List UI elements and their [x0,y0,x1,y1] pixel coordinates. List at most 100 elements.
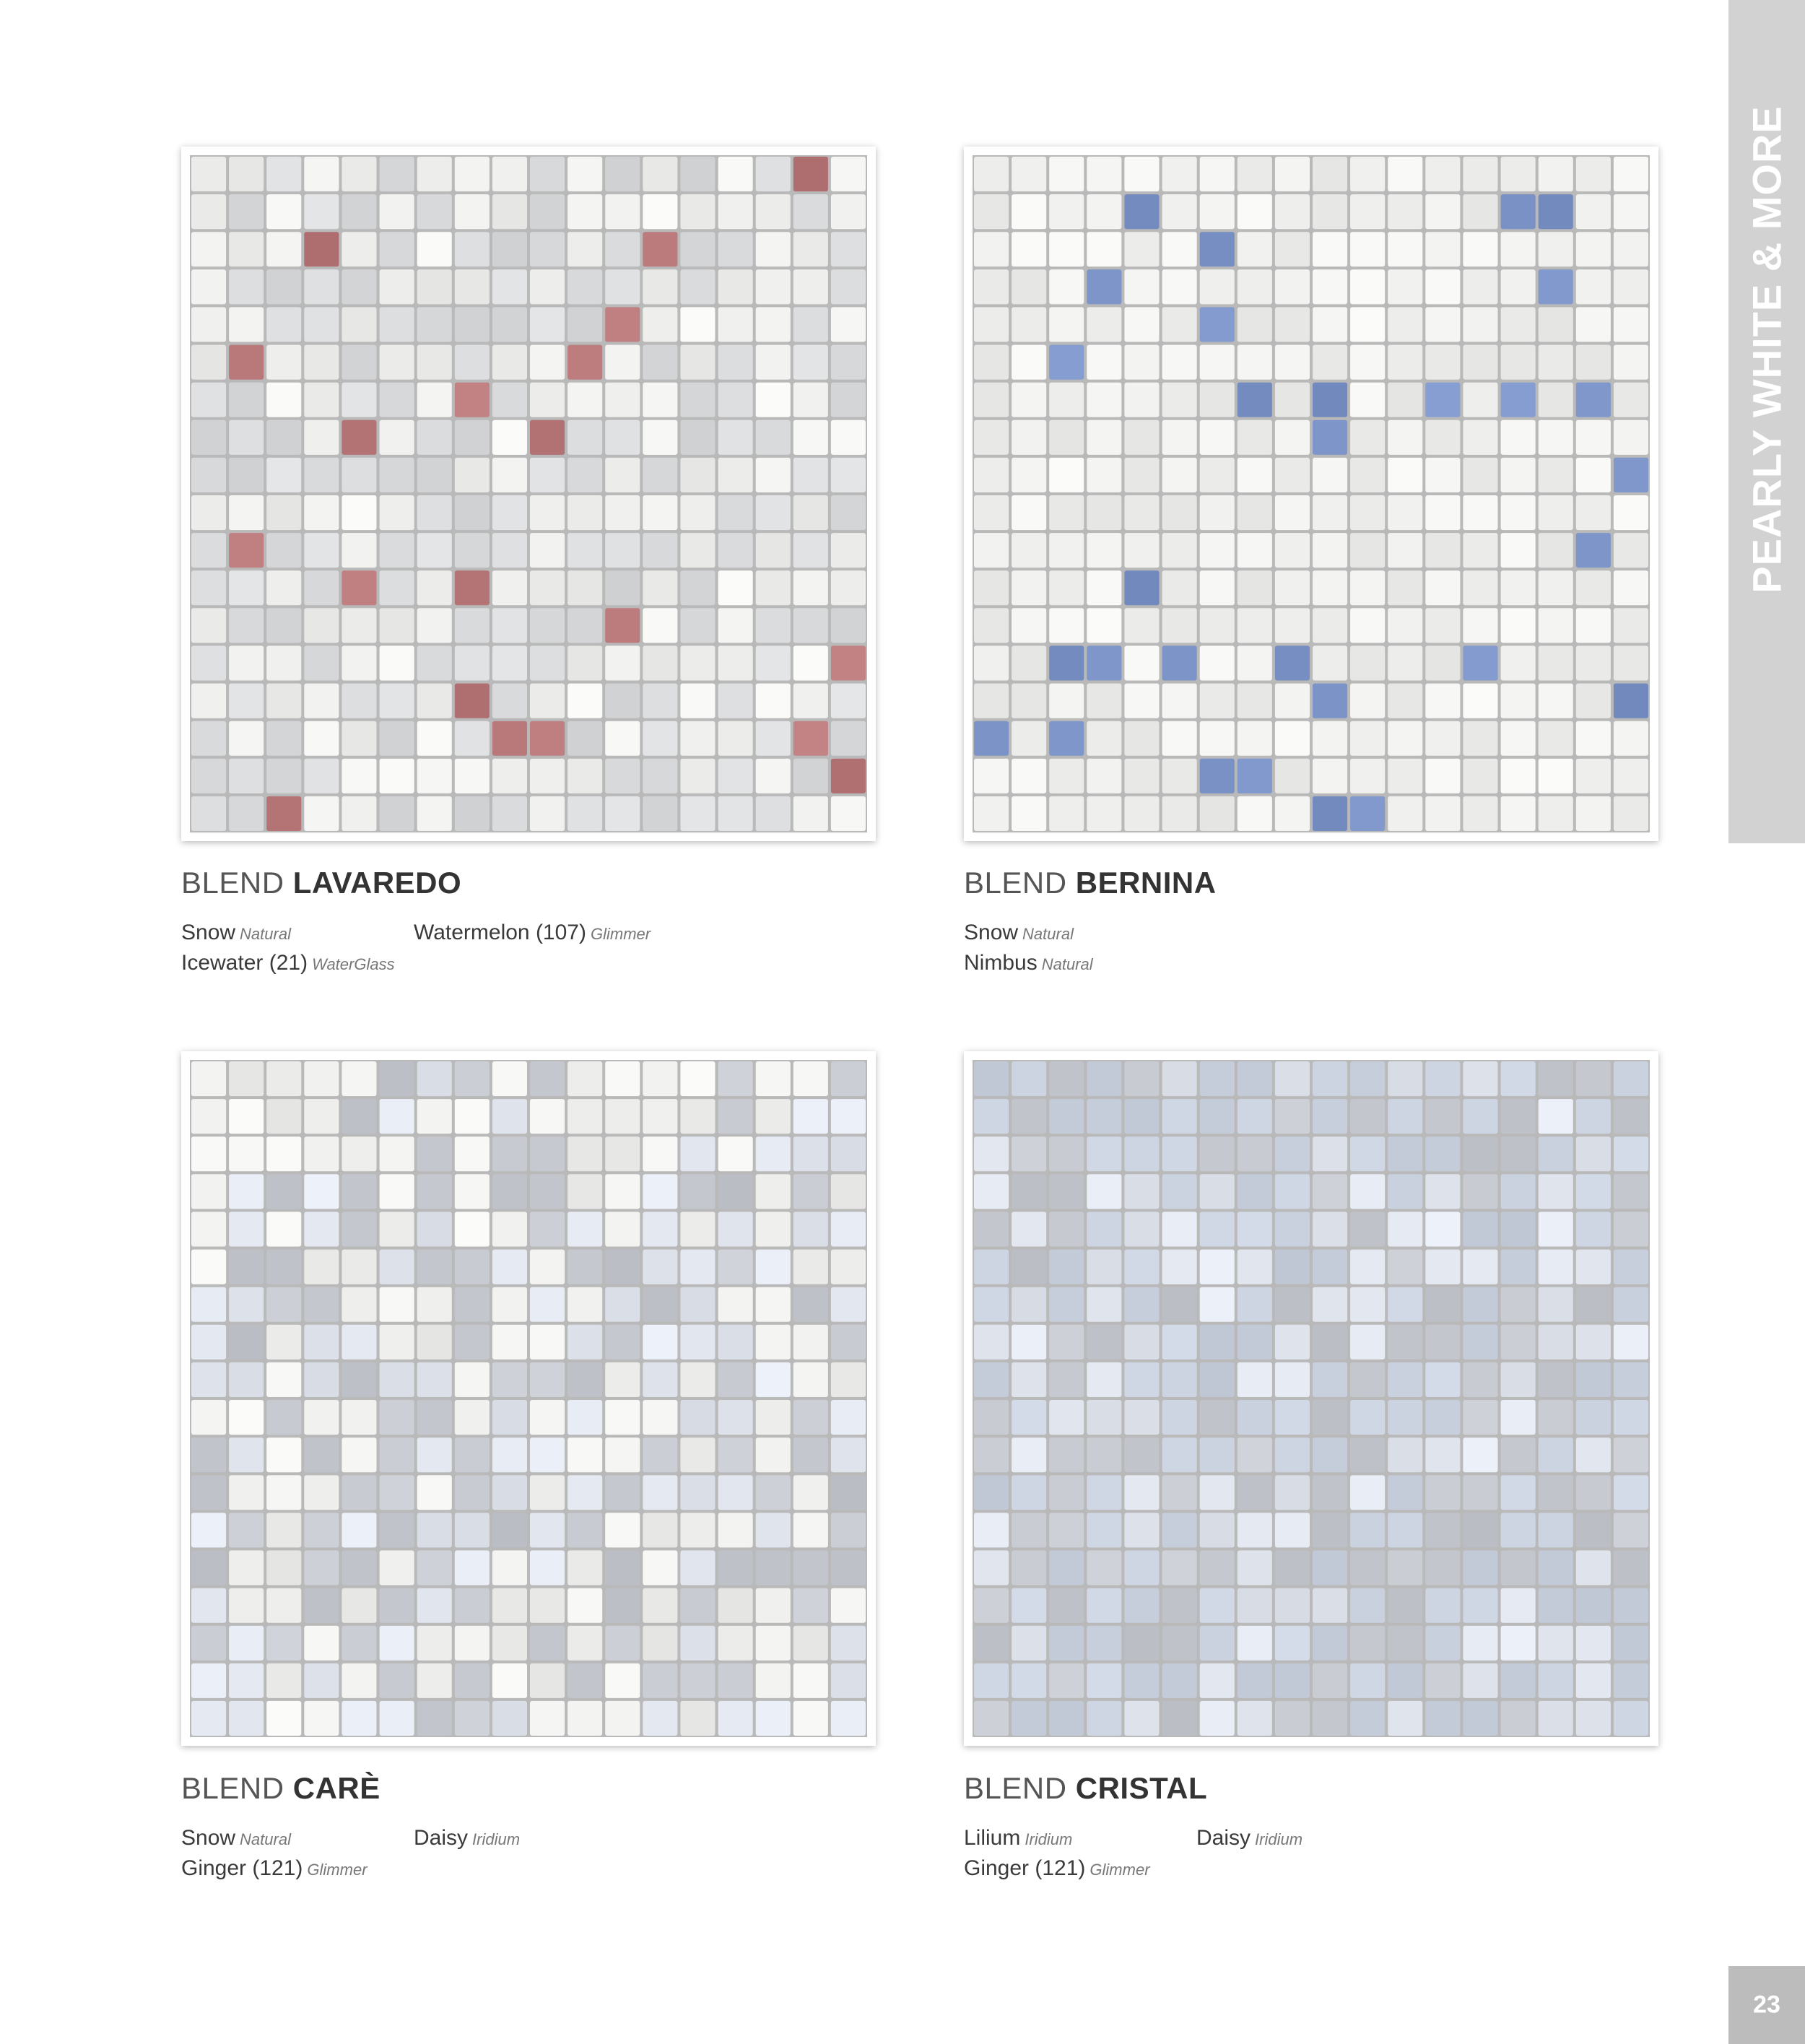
mosaic-tile [1313,608,1348,643]
mosaic-tile [718,1362,753,1397]
mosaic-tile [830,269,866,305]
mosaic-tile [1313,194,1348,230]
mosaic-tile [793,1287,828,1322]
mosaic-tile [1313,683,1348,718]
color-list: Snow Natural Ginger (121) Glimmer Daisy Iri… [181,1824,903,1893]
mosaic-tile [454,157,490,192]
mosaic-tile [266,1174,302,1209]
mosaic-tile [1274,796,1310,831]
mosaic-tile [266,1212,302,1247]
mosaic-tile [304,1174,339,1209]
mosaic-tile [680,1287,716,1322]
mosaic-tile [1237,533,1272,568]
mosaic-tile [755,1099,791,1134]
mosaic-tile [530,1362,565,1397]
mosaic-tile [304,533,339,568]
mosaic-tile [1199,1513,1235,1548]
mosaic-tile [304,495,339,531]
mosaic-tile [830,382,866,417]
mosaic-tile [1538,1588,1573,1623]
mosaic-tile [1500,1550,1536,1586]
mosaic-tile [417,194,452,230]
mosaic-tile [1162,796,1197,831]
mosaic-tile [342,1324,377,1360]
mosaic-tile [1162,1550,1197,1586]
mosaic-tile [454,758,490,793]
mosaic-care [181,1051,876,1746]
mosaic-tile [755,419,791,455]
mosaic-tile [530,1663,565,1698]
mosaic-tile [793,344,828,380]
mosaic-tile [1274,1099,1310,1134]
mosaic-tile [304,1324,339,1360]
mosaic-tile [1613,194,1648,230]
mosaic-tile [342,796,377,831]
mosaic-tile [1199,1287,1235,1322]
mosaic-tile [605,1324,640,1360]
mosaic-tile [417,1362,452,1397]
mosaic-tile [643,1625,678,1661]
mosaic-tile [1274,1513,1310,1548]
mosaic-tile [530,194,565,230]
mosaic-tile [1199,1174,1235,1209]
mosaic-tile [191,1438,227,1473]
mosaic-tile [1049,1324,1084,1360]
mosaic-tile [755,1212,791,1247]
mosaic-tile [1162,269,1197,305]
mosaic-tile [1388,1663,1423,1698]
mosaic-tile [1538,1625,1573,1661]
mosaic-tile [718,1513,753,1548]
mosaic-tile [342,232,377,267]
mosaic-tile [793,382,828,417]
mosaic-tile [718,269,753,305]
mosaic-tile [1012,1174,1047,1209]
mosaic-tile [1049,1362,1084,1397]
mosaic-tile [379,1174,414,1209]
mosaic-tile [1162,1249,1197,1284]
mosaic-tile [1049,269,1084,305]
mosaic-tile [229,1663,264,1698]
mosaic-tile [304,645,339,681]
mosaic-tile [1350,1212,1386,1247]
mosaic-tile [974,457,1009,492]
mosaic-tile [1350,1663,1386,1698]
mosaic-tile [304,457,339,492]
mosaic-tile [342,1174,377,1209]
mosaic-tile [266,1700,302,1736]
mosaic-tile [1237,1212,1272,1247]
mosaic-tile [1613,1588,1648,1623]
mosaic-tile [1237,1513,1272,1548]
mosaic-tile [1124,1513,1160,1548]
mosaic-tile [1012,344,1047,380]
page-number-box: 23 [1728,1966,1805,2044]
mosaic-tile [1049,721,1084,756]
mosaic-tile [643,796,678,831]
mosaic-tile [1162,382,1197,417]
mosaic-tile [191,533,227,568]
mosaic-tile [492,1174,527,1209]
mosaic-tile [1012,495,1047,531]
mosaic-tile [342,457,377,492]
mosaic-tile [718,1174,753,1209]
mosaic-tile [567,457,603,492]
mosaic-tile [567,570,603,606]
mosaic-tile [1613,1136,1648,1172]
mosaic-tile [1162,1061,1197,1097]
grout [973,155,1650,832]
mosaic-tile [342,1400,377,1435]
mosaic-tile [1388,721,1423,756]
mosaic-tile [266,1588,302,1623]
mosaic-tile [718,570,753,606]
mosaic-tile [1388,157,1423,192]
mosaic-tile [1388,1400,1423,1435]
mosaic-tile [1388,307,1423,342]
mosaic-tile [1538,1174,1573,1209]
mosaic-tile [1350,683,1386,718]
mosaic-tile [680,1400,716,1435]
mosaic-tile [304,1438,339,1473]
mosaic-tile [191,796,227,831]
mosaic-tile [229,1438,264,1473]
mosaic-tile [1350,570,1386,606]
mosaic-tile [1162,608,1197,643]
mosaic-tile [1274,533,1310,568]
